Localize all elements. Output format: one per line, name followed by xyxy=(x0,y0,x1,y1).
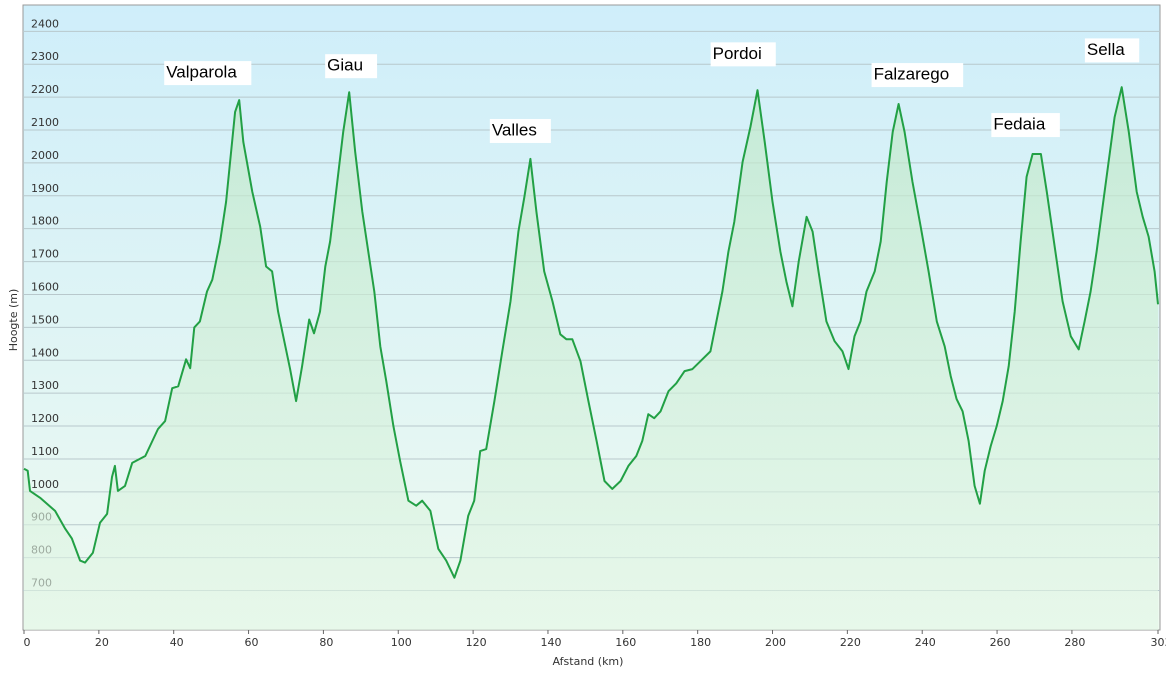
y-tick-label: 1100 xyxy=(31,445,59,458)
x-tick-label: 160 xyxy=(615,636,636,649)
annotation: Valparola xyxy=(166,63,237,82)
y-tick-label: 2100 xyxy=(31,116,59,129)
annotation-box xyxy=(325,54,378,79)
annotation: Pordoi xyxy=(713,44,762,63)
x-tick-label: 240 xyxy=(915,636,936,649)
annotation: Giau xyxy=(327,56,363,75)
x-tick-label: 280 xyxy=(1064,636,1085,649)
area xyxy=(24,87,1158,630)
y-tick-label: 2200 xyxy=(31,83,59,96)
y-axis-label: Hoogte (m) xyxy=(7,289,20,352)
annotation: Fedaia xyxy=(993,115,1046,134)
x-tick-label: 180 xyxy=(690,636,711,649)
x-tick-label: 200 xyxy=(765,636,786,649)
y-tick-label: 1500 xyxy=(31,313,59,326)
y-tick-label: 1800 xyxy=(31,215,59,228)
y-tick-label: 1700 xyxy=(31,248,59,261)
x-tick-label: 140 xyxy=(540,636,561,649)
y-tick-label: 1900 xyxy=(31,182,59,195)
y-tick-label: 1600 xyxy=(31,280,59,293)
x-tick-label: 0 xyxy=(24,636,31,649)
y-tick-label: 1300 xyxy=(31,379,59,392)
annotation-box xyxy=(871,63,964,88)
elevation-line xyxy=(23,86,1159,579)
y-tick-label: 2300 xyxy=(31,50,59,63)
y-tick-label: 1000 xyxy=(31,478,59,491)
y-tick-label: 1400 xyxy=(31,346,59,359)
x-tick-label: 60 xyxy=(245,636,259,649)
annotation-box xyxy=(710,42,776,67)
annotation-box xyxy=(164,61,252,86)
x-tick-label: 80 xyxy=(319,636,333,649)
annotation-box xyxy=(991,113,1060,138)
y-tick-label: 2000 xyxy=(31,149,59,162)
x-tick-label: 40 xyxy=(170,636,184,649)
y-tick-label: 2400 xyxy=(31,17,59,30)
annotation: Falzarego xyxy=(874,65,950,84)
x-tick-label: 303 xyxy=(1151,636,1166,649)
x-tick-label: 100 xyxy=(391,636,412,649)
y-tick-label: 1200 xyxy=(31,412,59,425)
x-tick-label: 120 xyxy=(466,636,487,649)
x-tick-label: 260 xyxy=(990,636,1011,649)
annotation-box xyxy=(1084,38,1140,63)
annotation-box xyxy=(489,118,551,143)
x-tick-label: 220 xyxy=(840,636,861,649)
x-tick-label: 20 xyxy=(95,636,109,649)
annotation: Valles xyxy=(492,120,537,139)
annotation: Sella xyxy=(1087,40,1125,59)
x-axis-label: Afstand (km) xyxy=(553,655,624,668)
